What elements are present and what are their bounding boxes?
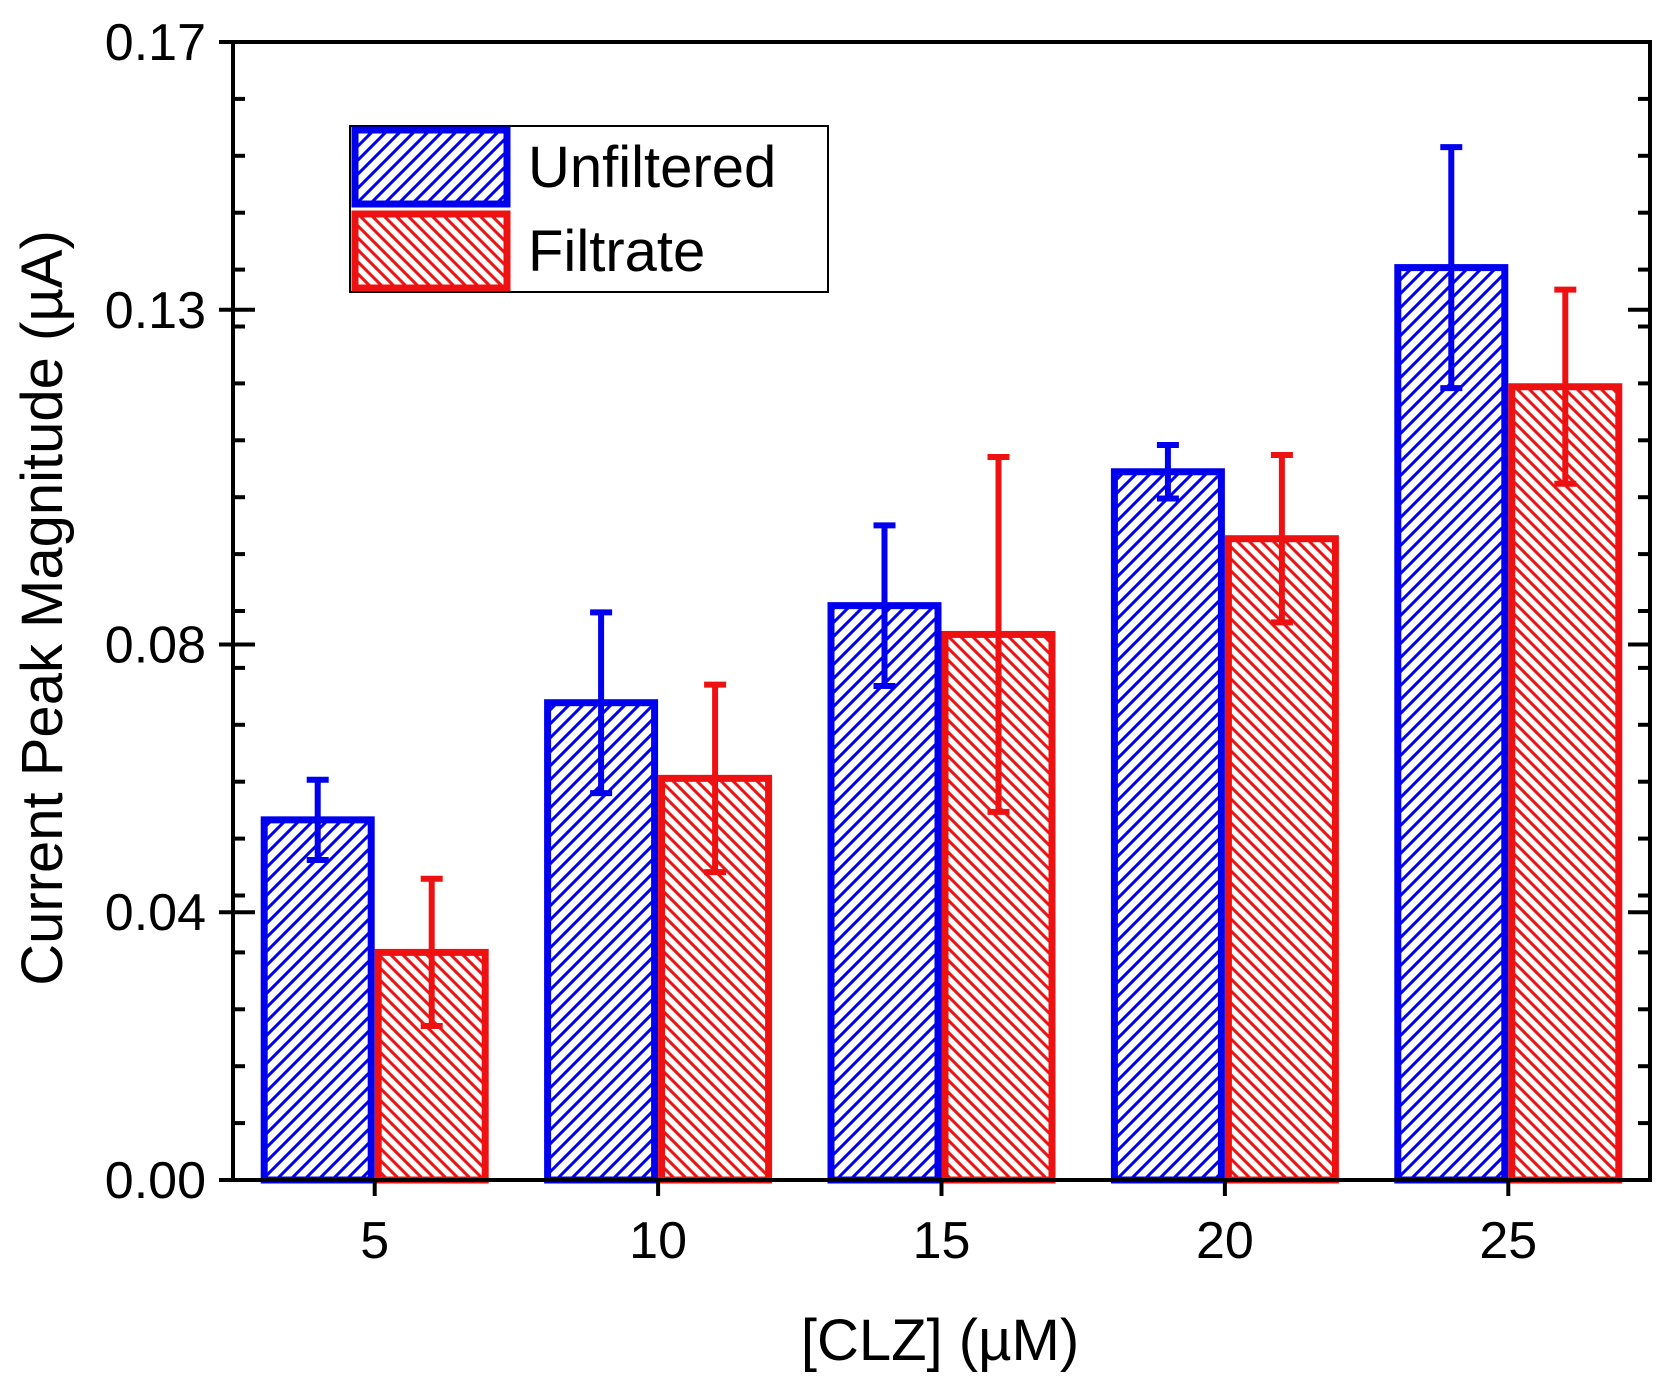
y-axis-title: Current Peak Magnitude (µA) xyxy=(10,230,75,986)
x-tick-label: 5 xyxy=(360,1212,389,1270)
y-tick-label: 0.13 xyxy=(105,282,206,340)
error-bar-filtrate-10 xyxy=(704,681,727,876)
error-bar-filtrate-20 xyxy=(1270,452,1293,626)
y-tick-label: 0.08 xyxy=(105,616,206,674)
x-tick-label: 15 xyxy=(913,1212,971,1270)
x-tick-label: 20 xyxy=(1196,1212,1254,1270)
y-tick-label: 0.04 xyxy=(105,884,206,942)
bar-filtrate-25 xyxy=(1508,383,1623,1184)
bar-unfiltered-25 xyxy=(1394,264,1509,1184)
legend-swatch-filtrate xyxy=(351,210,511,292)
error-bar-unfiltered-20 xyxy=(1156,441,1179,502)
error-bar-unfiltered-15 xyxy=(873,522,896,689)
error-bar-unfiltered-10 xyxy=(590,609,613,797)
error-bar-unfiltered-5 xyxy=(306,776,329,864)
bar-filtrate-20 xyxy=(1224,535,1339,1184)
error-bar-filtrate-15 xyxy=(987,454,1010,815)
x-tick-label: 25 xyxy=(1479,1212,1537,1270)
x-axis-title: [CLZ] (µM) xyxy=(801,1308,1079,1373)
bar-filtrate-15 xyxy=(941,630,1056,1184)
legend-label-unfiltered: Unfiltered xyxy=(528,135,776,200)
bar-unfiltered-20 xyxy=(1110,468,1225,1184)
y-tick-label: 0.17 xyxy=(105,14,206,72)
error-bar-filtrate-5 xyxy=(420,875,443,1030)
bar-unfiltered-15 xyxy=(827,602,942,1184)
legend-label-filtrate: Filtrate xyxy=(528,219,705,284)
bar-unfiltered-5 xyxy=(260,816,375,1184)
x-tick-label: 10 xyxy=(629,1212,687,1270)
error-bar-filtrate-25 xyxy=(1554,286,1577,487)
error-bar-unfiltered-25 xyxy=(1440,144,1463,392)
legend: Unfiltered Filtrate xyxy=(349,125,829,293)
legend-swatch-unfiltered xyxy=(351,126,511,208)
y-tick-label: 0.00 xyxy=(105,1152,206,1210)
plot-area: 0.00 0.04 0.08 0.13 0.17 5 10 15 20 25 xyxy=(105,14,1652,1270)
